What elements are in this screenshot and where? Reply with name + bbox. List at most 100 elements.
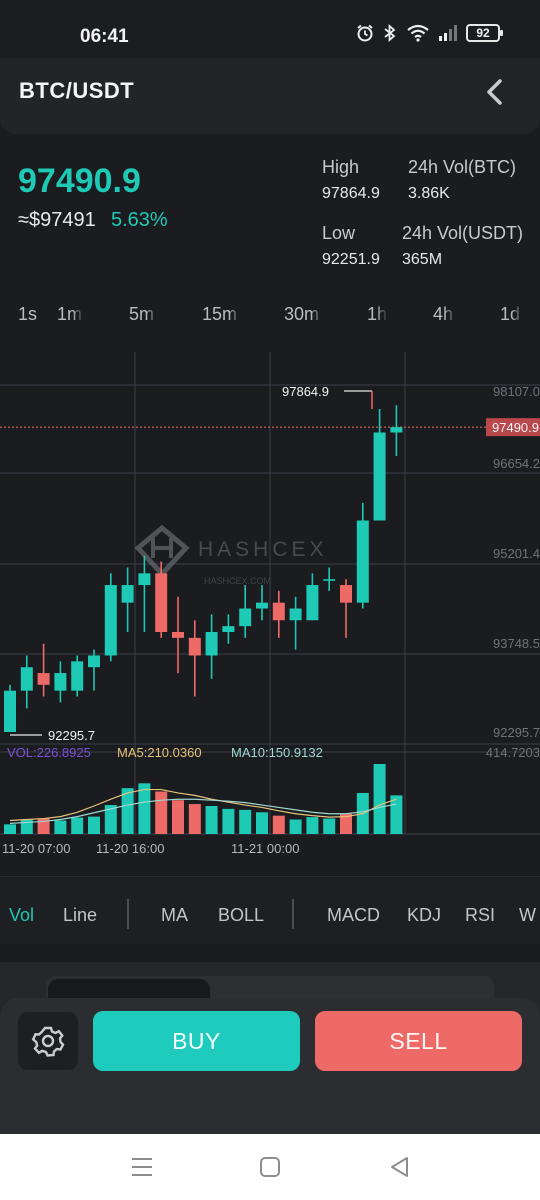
last-price: 97490.9 bbox=[18, 162, 141, 200]
candle-body bbox=[138, 573, 151, 586]
battery-indicator: 92 bbox=[466, 24, 503, 42]
header: BTC/USDT bbox=[0, 58, 540, 134]
indicator-line[interactable]: Line bbox=[63, 905, 98, 925]
high-label: High bbox=[322, 157, 360, 177]
approx-usd-price: ≈$97491 bbox=[18, 209, 96, 231]
volume-bar bbox=[373, 764, 386, 834]
buy-button[interactable]: BUY bbox=[93, 1011, 300, 1071]
ma5-legend: MA5:210.0360 bbox=[117, 745, 202, 760]
candle-body bbox=[20, 667, 33, 691]
low-value: 92251.9 bbox=[322, 251, 380, 268]
tab-interval-1s[interactable]: 1s bbox=[18, 304, 38, 324]
candle-body bbox=[222, 626, 235, 632]
back-button[interactable] bbox=[480, 74, 510, 110]
candle-body bbox=[373, 432, 386, 521]
indicator-kdj[interactable]: KDJ bbox=[407, 905, 442, 925]
hashcex-watermark: HASHCEX HASHCEX.COM bbox=[134, 524, 328, 586]
price-tick-label: 96654.2 bbox=[493, 456, 540, 471]
indicator-macd[interactable]: MACD bbox=[327, 905, 380, 925]
time-axis-label: 11-21 00:00 bbox=[231, 841, 299, 856]
section-gap bbox=[0, 944, 540, 964]
high-value: 97864.9 bbox=[322, 185, 380, 202]
divider bbox=[292, 899, 294, 929]
candle-body bbox=[289, 608, 302, 621]
candle-body bbox=[71, 661, 84, 691]
candle-body bbox=[272, 602, 285, 621]
candle-body bbox=[188, 637, 201, 656]
indicator-boll[interactable]: BOLL bbox=[218, 905, 265, 925]
volume-bar bbox=[188, 804, 201, 834]
candle-body bbox=[239, 608, 252, 627]
watermark-text: HASHCEX bbox=[198, 538, 328, 561]
volume-bar bbox=[54, 820, 67, 834]
volume-bar bbox=[172, 800, 184, 834]
indicator-rsi[interactable]: RSI bbox=[465, 905, 496, 925]
volume-bar bbox=[272, 815, 285, 834]
status-time: 06:41 bbox=[80, 26, 129, 47]
candle-body bbox=[88, 655, 100, 668]
volume-bar bbox=[340, 813, 352, 834]
wifi-icon bbox=[407, 24, 429, 42]
chevron-left-icon bbox=[487, 79, 502, 105]
candle-body bbox=[390, 427, 403, 433]
indicator-wr[interactable]: W bbox=[519, 905, 536, 925]
volume-bar bbox=[71, 817, 84, 834]
candle-body bbox=[155, 573, 168, 632]
indicator-bar: Vol Line MA BOLL MACD KDJ RSI W bbox=[0, 876, 540, 944]
candle-body bbox=[205, 631, 218, 656]
volume-bar bbox=[323, 818, 336, 834]
max-price-label: 97864.9 bbox=[282, 384, 329, 399]
candle-body bbox=[4, 690, 16, 732]
price-tick-label: 95201.4 bbox=[493, 546, 540, 561]
ma10-legend: MA10:150.9132 bbox=[231, 745, 323, 760]
alarm-icon bbox=[357, 24, 373, 42]
vol-legend: VOL:226.8925 bbox=[7, 745, 91, 760]
settings-button[interactable] bbox=[18, 1012, 78, 1070]
volume-bar bbox=[239, 809, 252, 834]
home-icon[interactable] bbox=[259, 1156, 281, 1178]
candlestick-chart[interactable]: HASHCEX HASHCEX.COM 98107.0 96654.2 95201.4… bbox=[0, 352, 540, 876]
volume-bar bbox=[138, 783, 151, 834]
indicator-vol[interactable]: Vol bbox=[9, 905, 35, 925]
current-price-label: 97490.9 bbox=[492, 420, 539, 435]
volume-bar bbox=[256, 812, 268, 834]
volume-bar bbox=[155, 791, 168, 834]
low-label: Low bbox=[322, 223, 356, 243]
gear-icon bbox=[31, 1026, 65, 1057]
candle-body bbox=[54, 673, 67, 691]
candle-body bbox=[104, 585, 117, 656]
volume-bar bbox=[4, 824, 16, 834]
interval-tabs: 1s 1m 5m 15m 30m 1h 4h 1d bbox=[0, 300, 540, 330]
watermark-subtext: HASHCEX.COM bbox=[204, 576, 271, 586]
vol-tick-label: 414.7203 bbox=[486, 745, 540, 760]
candle-body bbox=[172, 631, 184, 638]
candle-body bbox=[121, 585, 134, 603]
vol-usdt-label: 24h Vol(USDT) bbox=[402, 223, 524, 243]
price-change-percent: 5.63% bbox=[111, 209, 168, 231]
current-price-badge bbox=[486, 418, 540, 437]
status-icons: 92 bbox=[356, 24, 503, 42]
tab-interval-15m[interactable]: 15m bbox=[202, 304, 238, 324]
watermark-logo-h bbox=[151, 538, 173, 558]
volume-bar bbox=[121, 788, 134, 834]
volume-bar bbox=[37, 818, 50, 834]
page-title: BTC/USDT bbox=[19, 78, 135, 103]
time-axis-label: 11-20 07:00 bbox=[2, 841, 70, 856]
candle-body bbox=[356, 520, 369, 603]
volume-bar bbox=[104, 805, 117, 834]
indicator-ma[interactable]: MA bbox=[161, 905, 188, 925]
menu-icon[interactable] bbox=[130, 1156, 154, 1178]
chart-grid bbox=[0, 352, 540, 835]
price-tick-label: 93748.5 bbox=[493, 636, 540, 651]
tab-interval-30m[interactable]: 30m bbox=[284, 304, 320, 324]
volume-bar bbox=[306, 817, 319, 834]
min-price-label: 92295.7 bbox=[48, 728, 95, 743]
back-nav-icon[interactable] bbox=[388, 1155, 410, 1179]
vol-btc-label: 24h Vol(BTC) bbox=[408, 157, 517, 177]
volume-bar bbox=[205, 806, 218, 834]
sell-button[interactable]: SELL bbox=[315, 1011, 522, 1071]
system-nav-bar bbox=[0, 1134, 540, 1200]
candle-body bbox=[306, 585, 319, 621]
candle-body bbox=[340, 585, 352, 603]
vol-btc-value: 3.86K bbox=[408, 185, 450, 202]
